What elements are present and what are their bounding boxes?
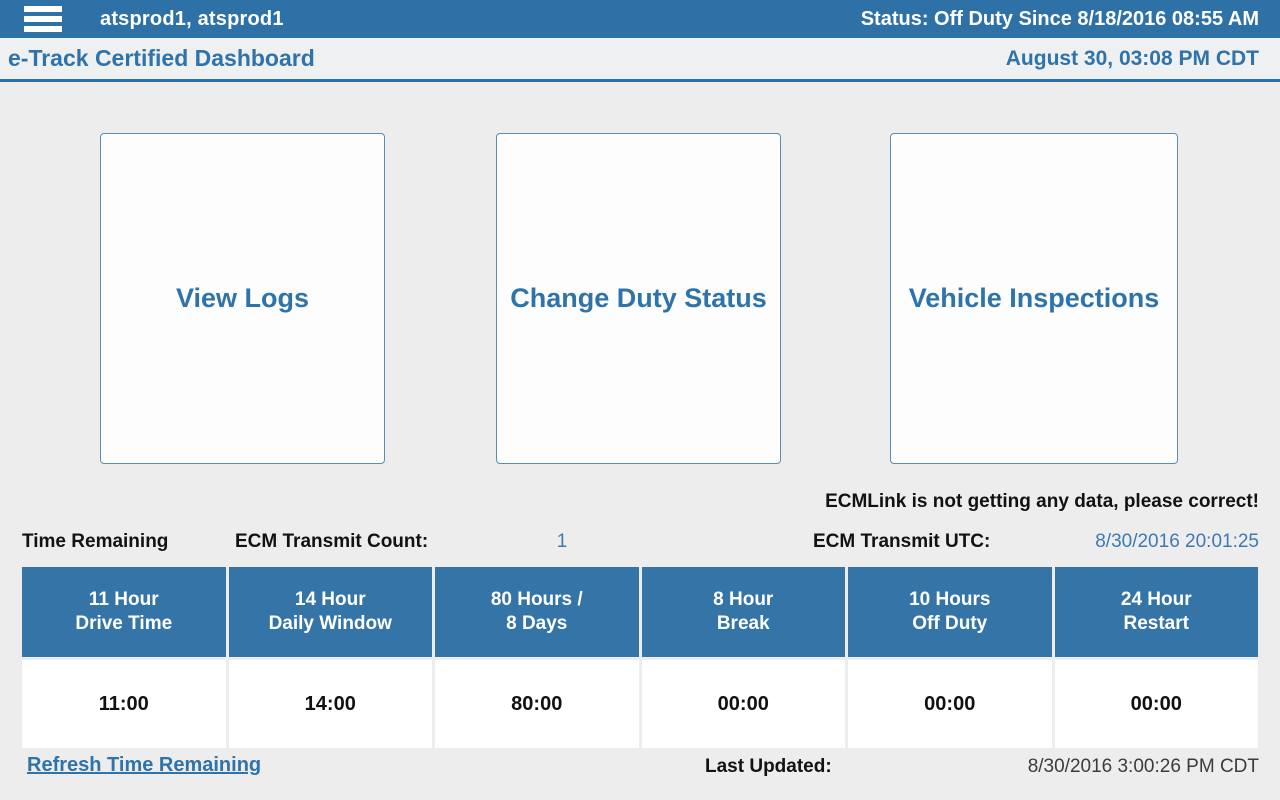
value-80-hours-8-days: 80:00 <box>435 660 639 748</box>
change-duty-status-label: Change Duty Status <box>510 283 767 313</box>
last-updated-value: 8/30/2016 3:00:26 PM CDT <box>1027 756 1259 777</box>
title-bar: e-Track Certified Dashboard August 30, 0… <box>0 38 1280 82</box>
column-header-24-hour-restart: 24 Hour Restart <box>1054 567 1258 657</box>
ecm-transmit-utc-label: ECM Transmit UTC: <box>813 531 991 552</box>
column-header-14-hour-daily-window: 14 Hour Daily Window <box>228 567 432 657</box>
time-remaining-heading: Time Remaining <box>22 531 169 552</box>
column-header-80-hours-8-days: 80 Hours / 8 Days <box>435 567 639 657</box>
top-bar: atsprod1, atsprod1 Status: Off Duty Sinc… <box>0 0 1280 38</box>
ecm-warning-message: ECMLink is not getting any data, please … <box>825 491 1259 512</box>
ecm-transmit-count-value: 1 <box>556 531 568 552</box>
value-24-hour-restart: 00:00 <box>1054 660 1258 748</box>
column-header-8-hour-break: 8 Hour Break <box>641 567 845 657</box>
last-updated-label: Last Updated: <box>705 756 832 777</box>
ecm-info-row: Time Remaining ECM Transmit Count: 1 ECM… <box>0 531 1280 555</box>
hamburger-menu-icon[interactable] <box>24 6 62 32</box>
vehicle-inspections-label: Vehicle Inspections <box>908 283 1160 313</box>
value-8-hour-break: 00:00 <box>641 660 845 748</box>
value-14-hour-daily-window: 14:00 <box>228 660 432 748</box>
refresh-time-remaining-link[interactable]: Refresh Time Remaining <box>27 754 262 776</box>
current-datetime: August 30, 03:08 PM CDT <box>1005 46 1259 70</box>
ecm-transmit-utc-value: 8/30/2016 20:01:25 <box>1095 531 1259 552</box>
column-header-10-hours-off-duty: 10 Hours Off Duty <box>848 567 1052 657</box>
column-header-11-hour-drive-time: 11 Hour Drive Time <box>22 567 226 657</box>
duty-status-text: Status: Off Duty Since 8/18/2016 08:55 A… <box>860 7 1259 30</box>
page-title: e-Track Certified Dashboard <box>8 45 315 71</box>
view-logs-button[interactable]: View Logs <box>100 133 385 464</box>
value-10-hours-off-duty: 00:00 <box>848 660 1052 748</box>
nav-cards: View Logs Change Duty Status Vehicle Ins… <box>0 133 1280 465</box>
driver-name: atsprod1, atsprod1 <box>100 7 284 30</box>
view-logs-label: View Logs <box>175 283 310 313</box>
ecm-transmit-count-label: ECM Transmit Count: <box>235 531 429 552</box>
vehicle-inspections-button[interactable]: Vehicle Inspections <box>890 133 1178 464</box>
hours-remaining-table: 11 Hour Drive Time 14 Hour Daily Window … <box>22 567 1258 748</box>
value-11-hour-drive-time: 11:00 <box>22 660 226 748</box>
change-duty-status-button[interactable]: Change Duty Status <box>496 133 781 464</box>
